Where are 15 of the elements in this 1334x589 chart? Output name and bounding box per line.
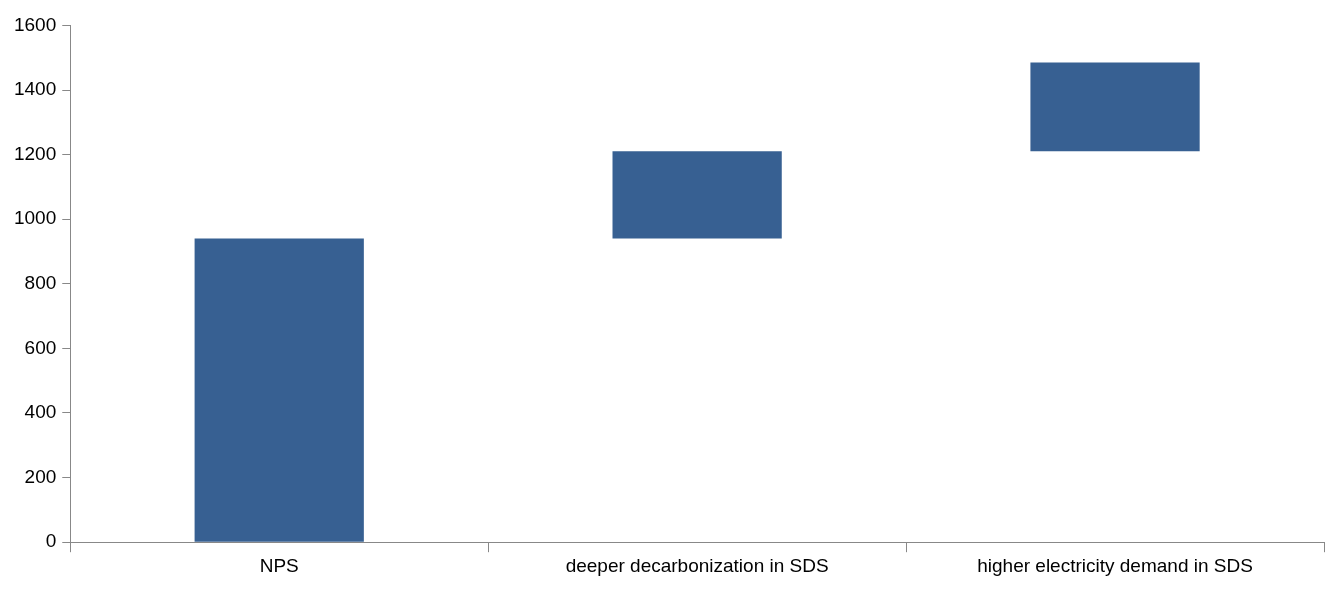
y-tick-label: 200	[24, 465, 57, 487]
y-tick-label: 600	[24, 336, 57, 358]
y-tick-label: 0	[45, 530, 57, 552]
x-tick-label: higher electricity demand in SDS	[977, 554, 1253, 576]
x-tick-label: deeper decarbonization in SDS	[565, 554, 829, 576]
bar	[194, 238, 364, 542]
y-tick-label: 400	[24, 401, 57, 423]
x-tick-label: NPS	[259, 554, 299, 576]
y-tick-label: 1600	[13, 13, 57, 35]
y-tick-label: 800	[24, 272, 57, 294]
y-tick-label: 1000	[13, 207, 57, 229]
bar	[612, 151, 782, 239]
bar	[1030, 62, 1200, 152]
y-tick-label: 1200	[13, 142, 57, 164]
y-tick-label: 1400	[13, 78, 57, 100]
